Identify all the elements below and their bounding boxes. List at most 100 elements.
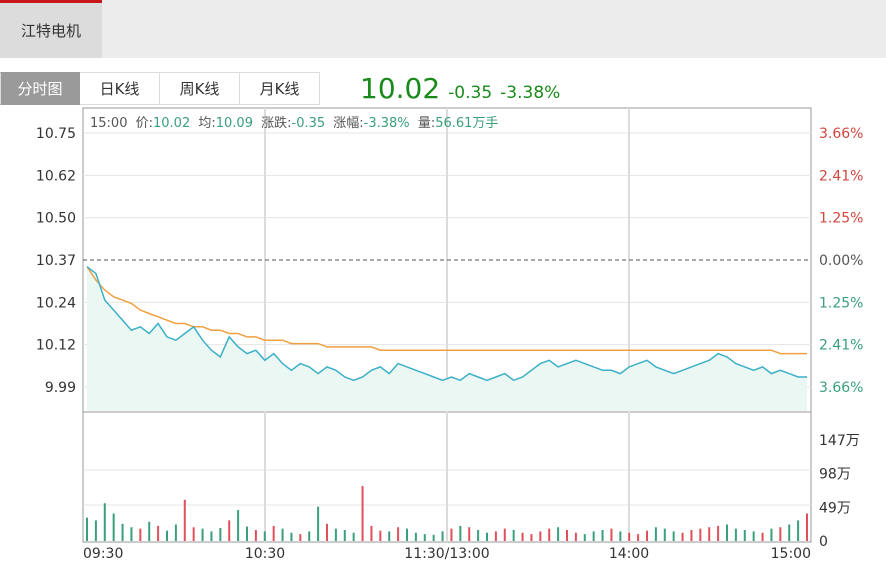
volume-bar xyxy=(317,506,320,541)
info-avg-label: 均: xyxy=(198,116,215,131)
volume-bar xyxy=(192,527,195,541)
volume-bar xyxy=(157,525,160,541)
tab-intraday[interactable]: 分时图 xyxy=(0,72,80,105)
volume-bar xyxy=(734,528,737,541)
volume-bar xyxy=(352,532,355,541)
x-tick: 14:00 xyxy=(609,546,649,562)
volume-bar xyxy=(752,531,755,541)
volume-bar xyxy=(334,528,337,541)
volume-bar xyxy=(503,528,506,541)
y-axis-left: 10.75 10.62 10.50 10.37 10.24 10.12 9.99 xyxy=(36,126,76,396)
volume-bar xyxy=(379,530,382,541)
volume-bar xyxy=(539,531,542,541)
info-time: 15:00 xyxy=(90,116,127,131)
volume-bar xyxy=(361,486,364,541)
volume-bar xyxy=(290,532,293,541)
volume-bar xyxy=(308,531,311,541)
volume-bar xyxy=(441,531,444,541)
volume-bar xyxy=(219,527,222,541)
volume-bar xyxy=(779,527,782,541)
volume-bar xyxy=(103,503,106,541)
info-volume: 56.61万手 xyxy=(435,116,498,131)
volume-bar xyxy=(619,531,622,541)
volume-bar xyxy=(281,528,284,541)
tab-weekly-k-label: 周K线 xyxy=(179,80,220,98)
volume-bar xyxy=(174,524,177,541)
info-price: 10.02 xyxy=(153,116,190,131)
stock-tab[interactable]: 江特电机 xyxy=(0,0,102,58)
volume-bar xyxy=(592,531,595,541)
info-volume-label: 量: xyxy=(418,116,435,131)
volume-bar xyxy=(663,528,666,541)
y-left-tick: 10.50 xyxy=(36,211,76,227)
volume-bar xyxy=(388,531,391,541)
tab-monthly-k[interactable]: 月K线 xyxy=(240,72,320,105)
volume-bar xyxy=(601,530,604,541)
price-line xyxy=(86,266,807,382)
price-change-pct: -3.38% xyxy=(500,83,561,103)
volume-tick: 147万 xyxy=(819,433,860,449)
volume-bar xyxy=(477,530,480,541)
x-tick: 09:30 xyxy=(83,546,123,562)
y-left-tick: 9.99 xyxy=(45,380,76,396)
tab-intraday-label: 分时图 xyxy=(17,80,63,98)
volume-bar xyxy=(681,532,684,541)
tab-weekly-k[interactable]: 周K线 xyxy=(160,72,240,105)
volume-bar xyxy=(494,531,497,541)
volume-bar xyxy=(726,524,728,541)
volume-tick: 49万 xyxy=(819,500,851,516)
volume-bar xyxy=(139,528,142,541)
info-bar: 15:00 价:10.02 均:10.09 涨跌:-0.35 涨幅:-3.38%… xyxy=(90,115,498,131)
volume-bar xyxy=(761,532,764,541)
volume-bar xyxy=(610,528,613,541)
volume-bar xyxy=(788,524,791,541)
volume-bar xyxy=(326,523,328,541)
volume-bar xyxy=(263,531,266,541)
tab-daily-k[interactable]: 日K线 xyxy=(80,72,160,105)
volume-bar xyxy=(148,521,151,541)
volume-bar xyxy=(228,520,231,541)
volume-bar xyxy=(699,528,702,541)
current-price: 10.02 xyxy=(360,72,441,105)
price-change: -0.35 xyxy=(448,83,493,103)
volume-bar xyxy=(557,527,560,541)
volume-bar xyxy=(708,527,711,541)
volume-bar xyxy=(797,520,800,541)
tab-daily-k-label: 日K线 xyxy=(99,80,140,98)
volume-bar xyxy=(254,530,257,541)
volume-bar xyxy=(521,532,524,541)
volume-bar xyxy=(566,530,568,541)
volume-bar xyxy=(397,527,400,541)
volume-bar xyxy=(370,525,373,541)
price-area xyxy=(87,266,807,411)
info-change-label: 涨跌: xyxy=(261,115,291,131)
info-avg: 10.09 xyxy=(216,116,253,131)
volume-bar xyxy=(237,510,240,541)
volume-bar xyxy=(646,530,648,541)
quote-summary: 10.02 -0.35 -3.38% xyxy=(360,72,560,105)
price-polyline xyxy=(86,266,807,382)
volume-bar xyxy=(486,532,488,541)
volume-bar xyxy=(423,534,426,541)
volume-bar xyxy=(414,532,417,541)
avg-polyline xyxy=(86,266,807,355)
volume-bar xyxy=(690,530,693,541)
volume-tick: 0 xyxy=(819,534,828,550)
volume-bar xyxy=(246,526,248,541)
y-right-tick: 3.66% xyxy=(819,126,863,142)
info-pct-label: 涨幅: xyxy=(333,116,363,131)
volume-bar xyxy=(432,534,435,541)
y-left-tick: 10.75 xyxy=(36,126,76,142)
volume-bar xyxy=(717,525,720,541)
y-left-tick: 10.62 xyxy=(36,168,76,184)
y-right-tick: 3.66% xyxy=(819,380,863,396)
volume-bar xyxy=(459,525,462,541)
volume-bar xyxy=(654,527,657,541)
y-left-tick: 10.37 xyxy=(36,253,76,269)
volume-bar xyxy=(530,534,533,541)
x-axis: 09:30 10:30 11:30/13:00 14:00 15:00 xyxy=(83,546,811,562)
y-right-tick: 2.41% xyxy=(819,338,863,354)
info-pct: -3.38% xyxy=(364,116,410,131)
volume-bar xyxy=(299,534,302,541)
